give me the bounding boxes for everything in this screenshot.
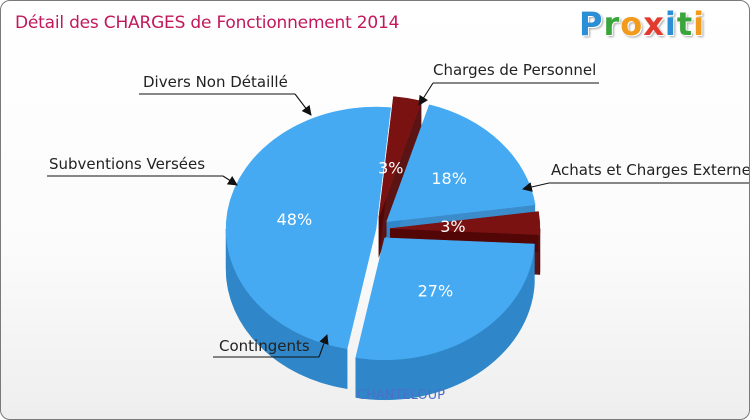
pie-slices (225, 96, 541, 361)
callout-arrow (294, 93, 312, 116)
logo-letter: r (603, 5, 621, 43)
logo-letter: o (620, 5, 644, 43)
slice-category-label: Achats et Charges Externes (551, 161, 750, 179)
pie-slice (355, 237, 535, 361)
proxiti-logo: Proxiti (579, 5, 705, 43)
logo-letter: i (693, 5, 706, 43)
slice-percent-label: 27% (418, 282, 454, 301)
callout-arrow (222, 175, 238, 186)
slice-category-label: Subventions Versées (49, 155, 205, 173)
pie-slice (389, 211, 541, 235)
logo-letter: t (676, 5, 694, 43)
callout-arrow (522, 182, 550, 192)
slice-category-label: Contingents (219, 337, 310, 355)
slice-percent-label: 3% (378, 159, 403, 178)
slice-category-label: Divers Non Détaillé (143, 73, 288, 91)
pie-callouts: Charges de Personnel Achats et Charges Ex… (47, 61, 750, 358)
slice-percent-label: 3% (440, 217, 465, 236)
slice-percent-label: 48% (277, 210, 313, 229)
slice-percent-label: 18% (431, 169, 467, 188)
logo-letter: P (579, 5, 604, 43)
chart-title: Détail des CHARGES de Fonctionnement 201… (15, 13, 400, 33)
slice-category-label: Charges de Personnel (433, 61, 596, 79)
logo-letter: x (643, 5, 665, 43)
pie-slice (225, 106, 392, 350)
logo-letter: i (664, 5, 677, 43)
pie-slice (386, 104, 536, 222)
pie-percent-labels: 3% 27% 48% 3% 18% (277, 159, 467, 301)
callout-arrow (318, 334, 329, 358)
commune-label: CHANTELOUP (357, 388, 445, 403)
callout-arrow (418, 82, 434, 106)
